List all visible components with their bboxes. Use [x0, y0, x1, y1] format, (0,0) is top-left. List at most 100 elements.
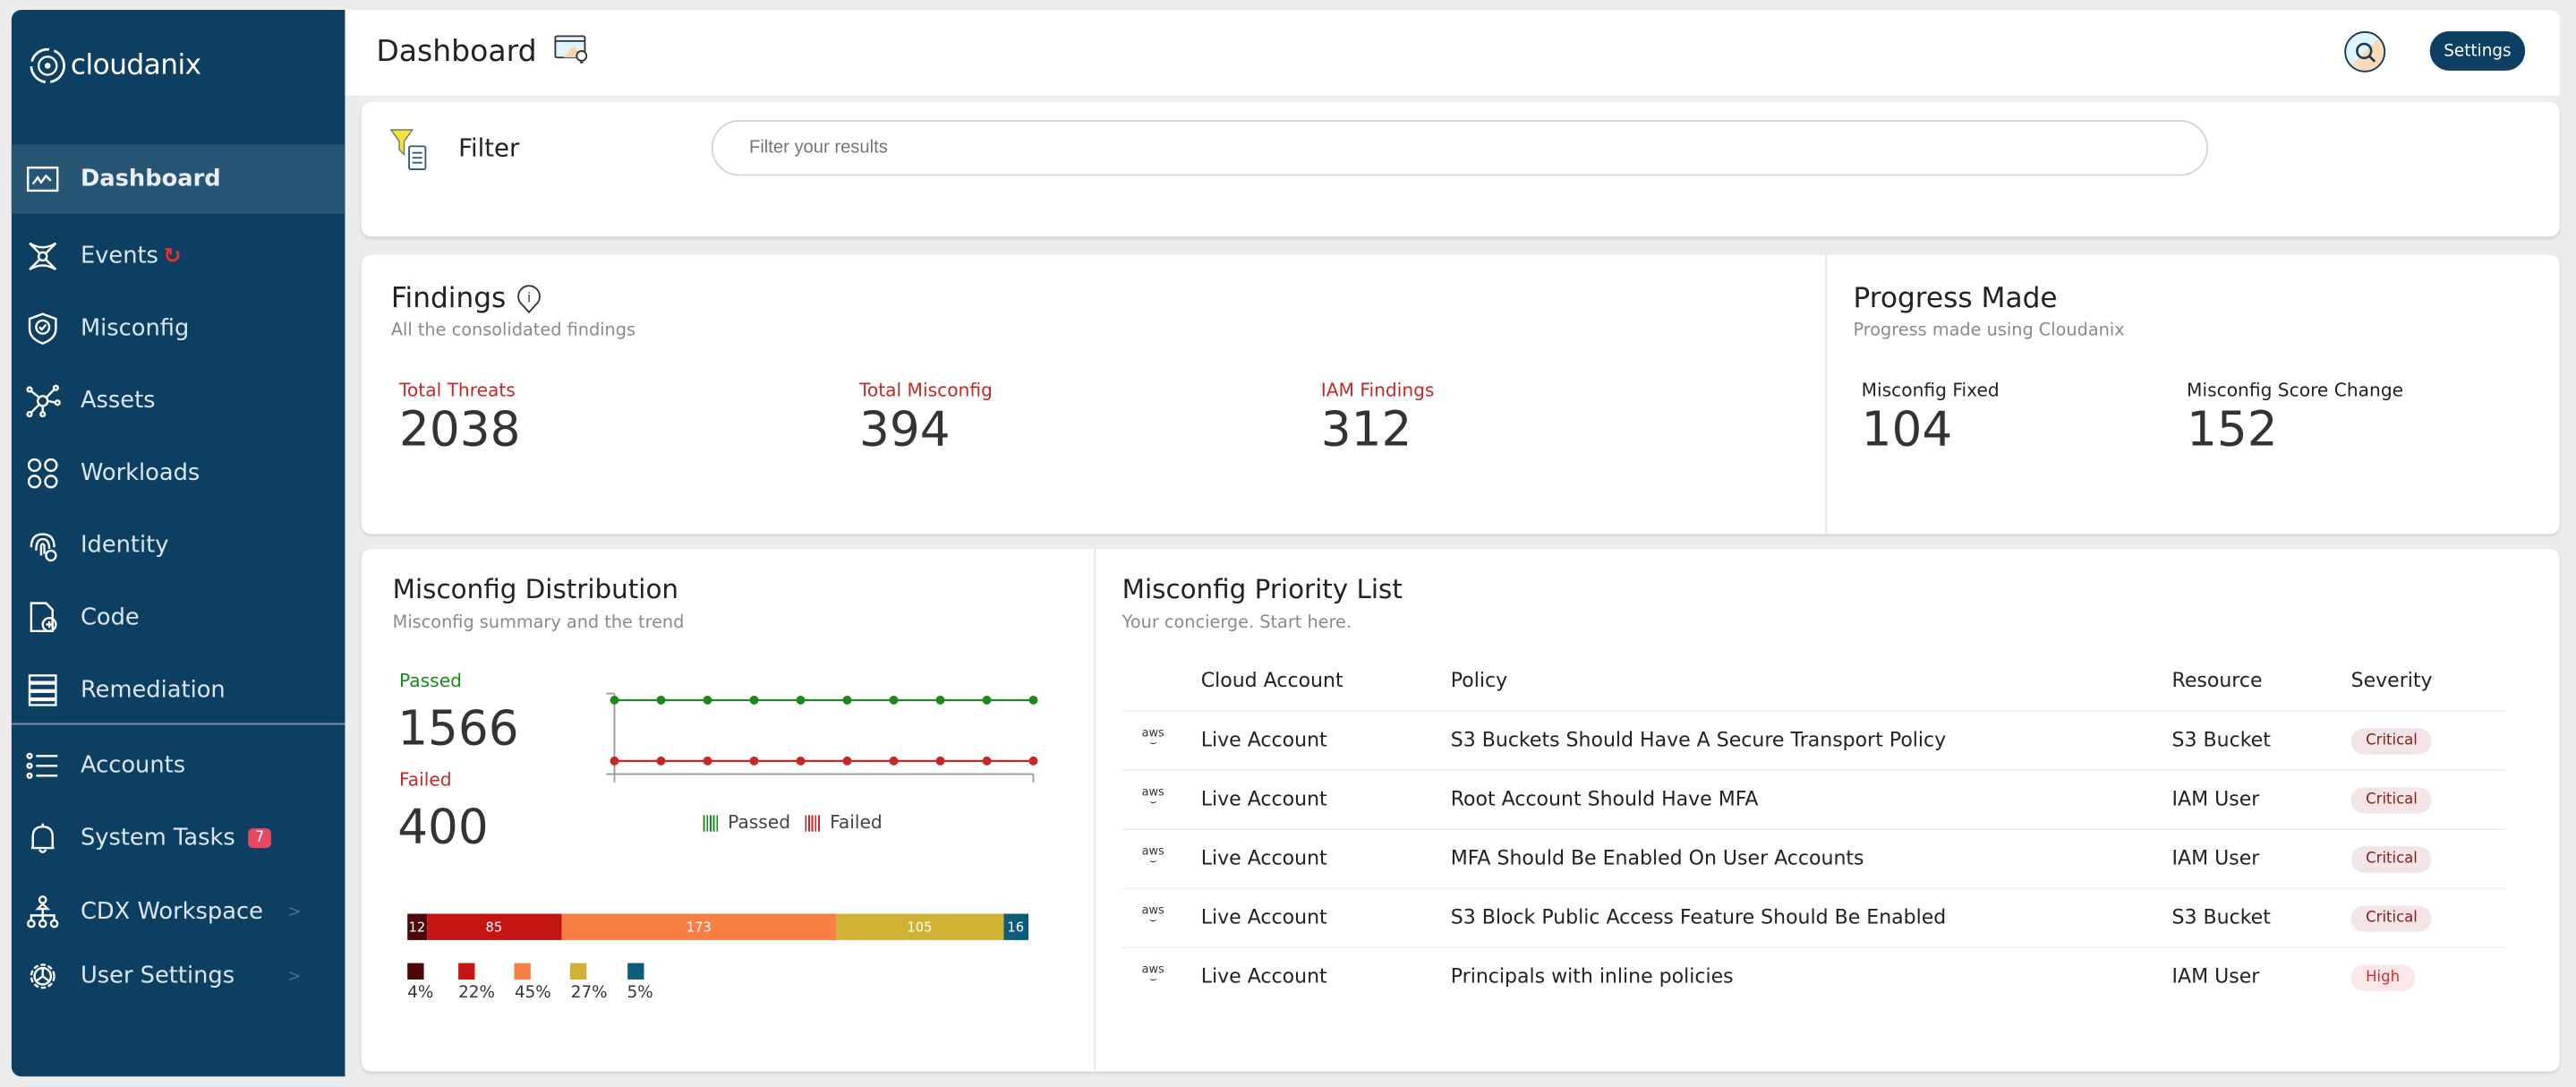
filter-input[interactable] [711, 119, 2208, 176]
col-policy[interactable]: Policy [1450, 668, 1508, 692]
passed-trend-point[interactable] [982, 695, 992, 705]
sidebar-item-dashboard[interactable]: Dashboard [11, 144, 345, 214]
cloud-account-cell: Live Account [1200, 827, 1451, 888]
bell-icon [25, 820, 61, 856]
severity-swatch [570, 963, 588, 980]
sidebar-item-cdx-workspace[interactable]: CDX Workspace > [12, 877, 345, 946]
fingerprint-icon [25, 527, 61, 563]
sidebar-item-remediation[interactable]: Remediation [12, 655, 345, 724]
failed-trend-point[interactable] [1028, 756, 1038, 766]
sidebar-item-system-tasks[interactable]: System Tasks 7 [12, 804, 345, 873]
table-row[interactable]: aws ⌣ Live Account Principals with inline p… [1122, 946, 2506, 1006]
severity-segment[interactable]: 173 [561, 913, 837, 940]
filter-icon [389, 129, 427, 170]
severity-badge: Critical [2350, 845, 2433, 872]
failed-trend-point[interactable] [982, 756, 992, 766]
sidebar-item-label: Accounts [80, 752, 186, 780]
passed-trend-point[interactable] [889, 695, 899, 705]
failed-trend-point[interactable] [749, 756, 759, 766]
stat-iam-findings[interactable]: IAM Findings 312 [1321, 380, 1435, 457]
resource-cell: IAM User [2171, 946, 2351, 1006]
system-tasks-badge: 7 [248, 828, 271, 849]
policy-cell[interactable]: S3 Block Public Access Feature Should Be… [1450, 886, 2172, 947]
sidebar-item-user-settings[interactable]: User Settings > [12, 942, 345, 1011]
logo[interactable]: cloudanix [28, 46, 201, 85]
legend-failed-swatch [805, 814, 822, 831]
passed-trend-point[interactable] [842, 695, 852, 705]
stat-value: 312 [1320, 400, 1412, 458]
col-cloud-account[interactable]: Cloud Account [1200, 668, 1343, 692]
passed-trend-point[interactable] [1028, 695, 1038, 705]
severity-bar: 12 85 173 105 16 [407, 913, 1028, 940]
passed-trend-point[interactable] [610, 695, 619, 705]
priority-subtitle: Your concierge. Start here. [1122, 612, 1352, 633]
table-row[interactable]: aws ⌣ Live Account S3 Block Public Access F… [1122, 886, 2506, 947]
trend-legend: Passed Failed [703, 811, 883, 834]
failed-trend-point[interactable] [935, 756, 945, 766]
sidebar-item-code[interactable]: Code [12, 584, 345, 653]
logo-text: cloudanix [70, 49, 201, 82]
filter-card: Filter [361, 101, 2560, 237]
severity-legend-item: 22% [458, 963, 495, 1003]
code-file-icon [25, 600, 61, 636]
stat-total-threats[interactable]: Total Threats 2038 [399, 380, 520, 457]
policy-cell[interactable]: Root Account Should Have MFA [1450, 768, 2172, 829]
settings-button[interactable]: Settings [2429, 30, 2526, 71]
severity-cell: High [2350, 946, 2506, 1006]
cloud-account-cell: Live Account [1200, 886, 1451, 947]
sidebar-item-accounts[interactable]: Accounts [12, 732, 345, 800]
passed-trend-point[interactable] [796, 695, 806, 705]
failed-trend-point[interactable] [610, 756, 619, 766]
col-resource[interactable]: Resource [2171, 668, 2263, 692]
circles-icon [25, 455, 61, 491]
passed-trend-point[interactable] [749, 695, 759, 705]
stat-label: Total Misconfig [858, 380, 993, 401]
events-icon [25, 238, 61, 274]
failed-label: Failed [399, 769, 452, 791]
passed-trend-point[interactable] [656, 695, 666, 705]
policy-cell[interactable]: MFA Should Be Enabled On User Accounts [1450, 827, 2172, 888]
table-row[interactable]: aws ⌣ Live Account Root Account Should Have… [1122, 768, 2506, 829]
sidebar-item-events[interactable]: Events ↻ [12, 222, 345, 291]
table-row[interactable]: aws ⌣ Live Account MFA Should Be Enabled On… [1122, 827, 2506, 888]
sidebar-item-identity[interactable]: Identity [12, 511, 345, 580]
passed-trend-point[interactable] [703, 695, 712, 705]
chevron-right-icon[interactable]: > [287, 967, 302, 986]
findings-card: Findings i All the consolidated findings… [361, 254, 2560, 535]
policy-cell[interactable]: S3 Buckets Should Have A Secure Transpor… [1450, 709, 2172, 770]
passed-label: Passed [399, 670, 462, 692]
search-button[interactable] [2344, 30, 2386, 73]
chevron-right-icon[interactable]: > [287, 903, 302, 921]
severity-badge: Critical [2350, 904, 2433, 931]
failed-trend-point[interactable] [703, 756, 712, 766]
stat-total-misconfig[interactable]: Total Misconfig 394 [859, 380, 993, 457]
table-row[interactable]: aws ⌣ Live Account S3 Buckets Should Have A… [1122, 709, 2506, 770]
sidebar-item-workloads[interactable]: Workloads [12, 439, 345, 508]
legend-passed[interactable]: Passed [728, 811, 791, 834]
severity-segment[interactable]: 105 [836, 913, 1003, 940]
severity-swatch [514, 963, 532, 980]
severity-segment[interactable]: 16 [1002, 913, 1028, 940]
sidebar-item-assets[interactable]: Assets [12, 366, 345, 435]
legend-passed-swatch [703, 814, 720, 831]
severity-badge: Critical [2350, 786, 2433, 813]
col-severity[interactable]: Severity [2350, 668, 2433, 692]
failed-trend-point[interactable] [796, 756, 806, 766]
severity-segment[interactable]: 12 [407, 913, 427, 940]
severity-cell: Critical [2350, 886, 2506, 947]
legend-failed[interactable]: Failed [830, 811, 883, 834]
severity-segment[interactable]: 85 [426, 913, 562, 940]
info-icon[interactable]: i [516, 285, 542, 314]
policy-cell[interactable]: Principals with inline policies [1450, 946, 2172, 1006]
network-icon [25, 383, 61, 419]
failed-trend-point[interactable] [889, 756, 899, 766]
severity-cell: Critical [2350, 768, 2506, 829]
failed-trend-point[interactable] [656, 756, 666, 766]
sidebar-item-misconfig[interactable]: Misconfig [12, 295, 345, 364]
sidebar-item-label: Remediation [80, 677, 226, 704]
severity-pct: 27% [570, 984, 608, 1003]
failed-trend-point[interactable] [842, 756, 852, 766]
findings-title: Findings [390, 282, 507, 316]
severity-cell: Critical [2350, 709, 2506, 770]
passed-trend-point[interactable] [935, 695, 945, 705]
